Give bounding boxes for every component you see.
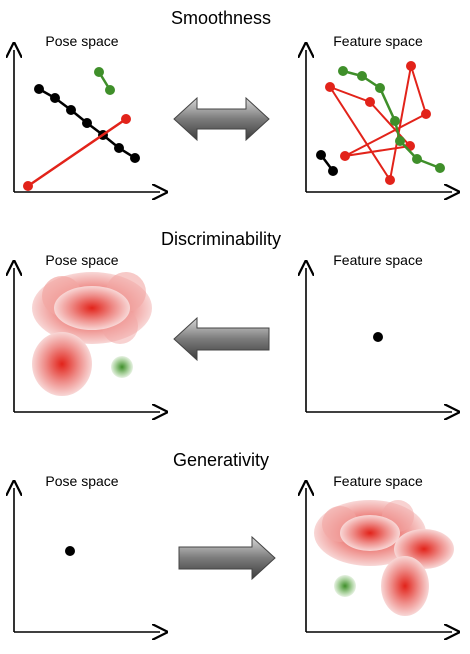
- section-smoothness: Smoothness Pose space Feature space: [14, 8, 452, 192]
- green-blob: [111, 356, 133, 378]
- right-axes: [306, 488, 452, 632]
- green-chain-feature: [338, 66, 445, 173]
- red-scribble: [325, 61, 431, 185]
- green-blob: [334, 575, 356, 597]
- black-chain-feature: [316, 150, 338, 176]
- double-arrow: [173, 96, 270, 142]
- red-cloud: [381, 556, 429, 616]
- pose-point: [65, 546, 75, 556]
- right-axes: [306, 50, 452, 192]
- left-space-label: Pose space: [45, 33, 118, 49]
- left-axes: [14, 50, 160, 192]
- red-cloud: [32, 272, 152, 344]
- left-axes: [14, 488, 160, 632]
- section-generativity: Generativity Pose space Feature space: [14, 450, 454, 632]
- feature-point: [373, 332, 383, 342]
- section-title: Discriminability: [161, 229, 281, 249]
- right-arrow: [178, 535, 276, 581]
- left-space-label: Pose space: [45, 473, 118, 489]
- left-axes: [14, 268, 160, 412]
- section-discriminability: Discriminability Pose space Feature spac…: [14, 229, 452, 412]
- right-space-label: Feature space: [333, 252, 423, 268]
- red-cloud: [32, 332, 92, 396]
- red-chain: [23, 114, 131, 191]
- right-space-label: Feature space: [333, 473, 423, 489]
- left-space-label: Pose space: [45, 252, 118, 268]
- section-title: Generativity: [173, 450, 269, 470]
- left-arrow: [173, 316, 270, 362]
- green-chain: [94, 67, 115, 95]
- section-title: Smoothness: [171, 8, 271, 28]
- right-space-label: Feature space: [333, 33, 423, 49]
- right-axes: [306, 268, 452, 412]
